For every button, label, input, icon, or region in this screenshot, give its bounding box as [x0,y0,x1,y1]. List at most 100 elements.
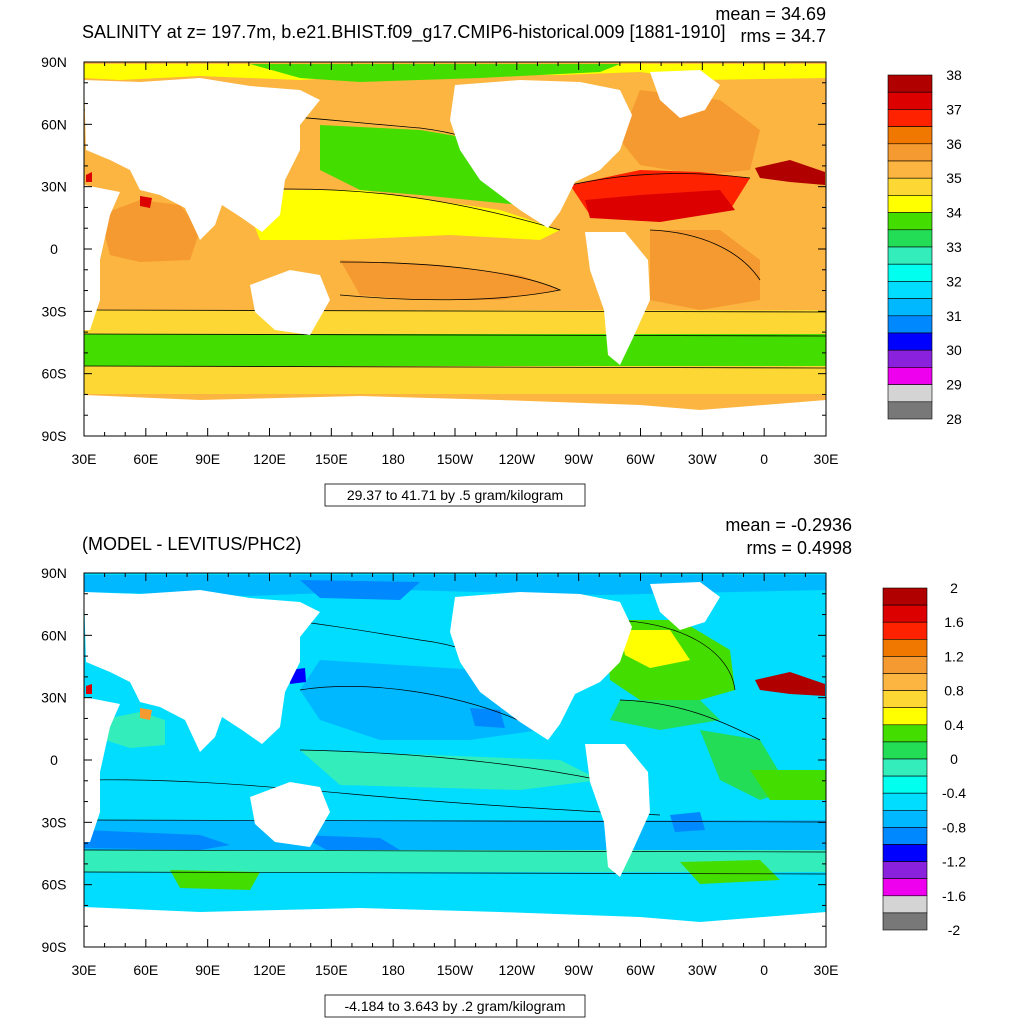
colorbar-swatch [887,91,933,110]
y-tick-label: 30S [42,814,67,830]
colorbar-swatch [887,109,933,127]
colorbar-label: 31 [946,308,962,324]
y-tick-label: 30N [41,179,67,195]
chart-title: SALINITY at z= 197.7m, b.e21.BHIST.f09_g… [82,22,726,43]
colorbar-swatch [882,621,928,640]
colorbar-swatch [887,177,933,196]
y-tick-label: 90S [42,428,67,444]
x-tick-label: 180 [381,451,405,467]
colorbar-swatch [882,724,928,743]
colorbar-swatch [887,143,933,162]
colorbar-swatch [887,384,933,403]
colorbar-swatch [882,775,928,794]
panel-difference: (MODEL - LEVITUS/PHC2) mean = -0.2936 rm… [41,515,966,1018]
x-tick-label: 120E [253,962,286,978]
info-box [324,994,586,1018]
x-tick-label: 90W [564,962,594,978]
stat-rms: rms = 34.7 [740,26,826,46]
colorbar-swatch [882,809,928,828]
y-tick-label: 30S [42,303,67,319]
x-tick-label: 90W [564,451,594,467]
x-tick-label: 30W [688,451,718,467]
colorbar-swatch [882,690,928,708]
colorbar-label: 36 [946,136,962,152]
colorbar-swatch [887,126,933,145]
x-tick-label: 30E [72,451,97,467]
x-tick-label: 120W [499,451,536,467]
colorbar-swatch [882,844,928,862]
colorbar-swatch [887,332,933,351]
y-tick-label: 60S [42,877,67,893]
colorbar-swatch [882,912,928,931]
colorbar-label: -2 [948,922,961,938]
colorbar-swatch [887,229,933,248]
x-tick-label: 120E [253,451,286,467]
colorbar-label: 32 [946,273,962,289]
map-field [83,62,827,436]
colorbar-label: 2 [950,580,958,596]
colorbar-label: 34 [946,205,962,221]
x-tick-label: 30E [814,962,839,978]
y-tick-label: 60N [41,627,67,643]
x-tick-label: 150E [315,962,348,978]
x-tick-label: 90E [195,451,220,467]
x-tick-label: 180 [381,962,405,978]
chart-title: (MODEL - LEVITUS/PHC2) [82,534,301,554]
colorbar-swatch [882,741,928,760]
y-tick-label: 90N [41,54,67,70]
y-ticks: 90N 60N 30N 0 30S 60S 90S [41,54,826,444]
colorbar-swatch [887,401,933,420]
colorbar-label: -1.2 [942,854,966,870]
x-tick-label: 60W [626,962,656,978]
x-tick-label: 150E [315,451,348,467]
colorbar: 38 37 36 35 34 33 32 31 30 29 28 [887,67,962,427]
colorbar-swatch [882,638,928,657]
colorbar-label: 1.2 [944,648,964,664]
colorbar-label: 0.8 [944,683,964,699]
colorbar-swatch [882,878,928,897]
y-ticks: 90N 60N 30N 0 30S 60S 90S [41,565,826,955]
colorbar-swatch [887,195,933,213]
x-tick-label: 0 [760,962,768,978]
colorbar-label: -0.4 [942,785,966,801]
y-tick-label: 90S [42,939,67,955]
colorbar-swatch [882,587,928,606]
colorbar-label: 30 [946,342,962,358]
info-label: 29.37 to 41.71 by .5 gram/kilogram [347,487,563,503]
colorbar-label: 35 [946,170,962,186]
colorbar-swatch [887,160,933,179]
colorbar-swatch [882,895,928,914]
x-tick-label: 30W [688,962,718,978]
colorbar-label: 29 [946,377,962,393]
colorbar-swatch [882,827,928,845]
stat-mean: mean = 34.69 [715,4,826,24]
y-tick-label: 60S [42,366,67,382]
colorbar-swatch [882,604,928,623]
colorbar-swatch [882,673,928,691]
colorbar-swatch [882,792,928,811]
colorbar-swatch [887,281,933,299]
panel-salinity: SALINITY at z= 197.7m, b.e21.BHIST.f09_g… [41,4,962,507]
x-tick-label: 60E [133,451,158,467]
colorbar-swatch [887,212,933,231]
colorbar-label: -1.6 [942,888,966,904]
x-tick-label: 120W [499,962,536,978]
colorbar-swatch [882,707,928,726]
colorbar-label: 28 [946,411,962,427]
y-tick-label: 90N [41,565,67,581]
colorbar-label: 38 [946,67,962,83]
y-tick-label: 0 [50,752,58,768]
x-ticks: 30E 60E 90E 120E 150E 180 150W 120W 90W 60W 30W 0 30… [72,62,839,467]
colorbar-label: 0 [950,751,958,767]
x-tick-label: 90E [195,962,220,978]
colorbar-swatch [887,298,933,317]
y-tick-label: 60N [41,116,67,132]
map-field [83,573,827,947]
colorbar-label: -0.8 [942,819,966,835]
colorbar-label: 37 [946,101,962,117]
x-tick-label: 0 [760,451,768,467]
info-box [324,483,586,507]
colorbar-swatch [887,246,933,265]
x-tick-label: 30E [814,451,839,467]
x-tick-label: 30E [72,962,97,978]
